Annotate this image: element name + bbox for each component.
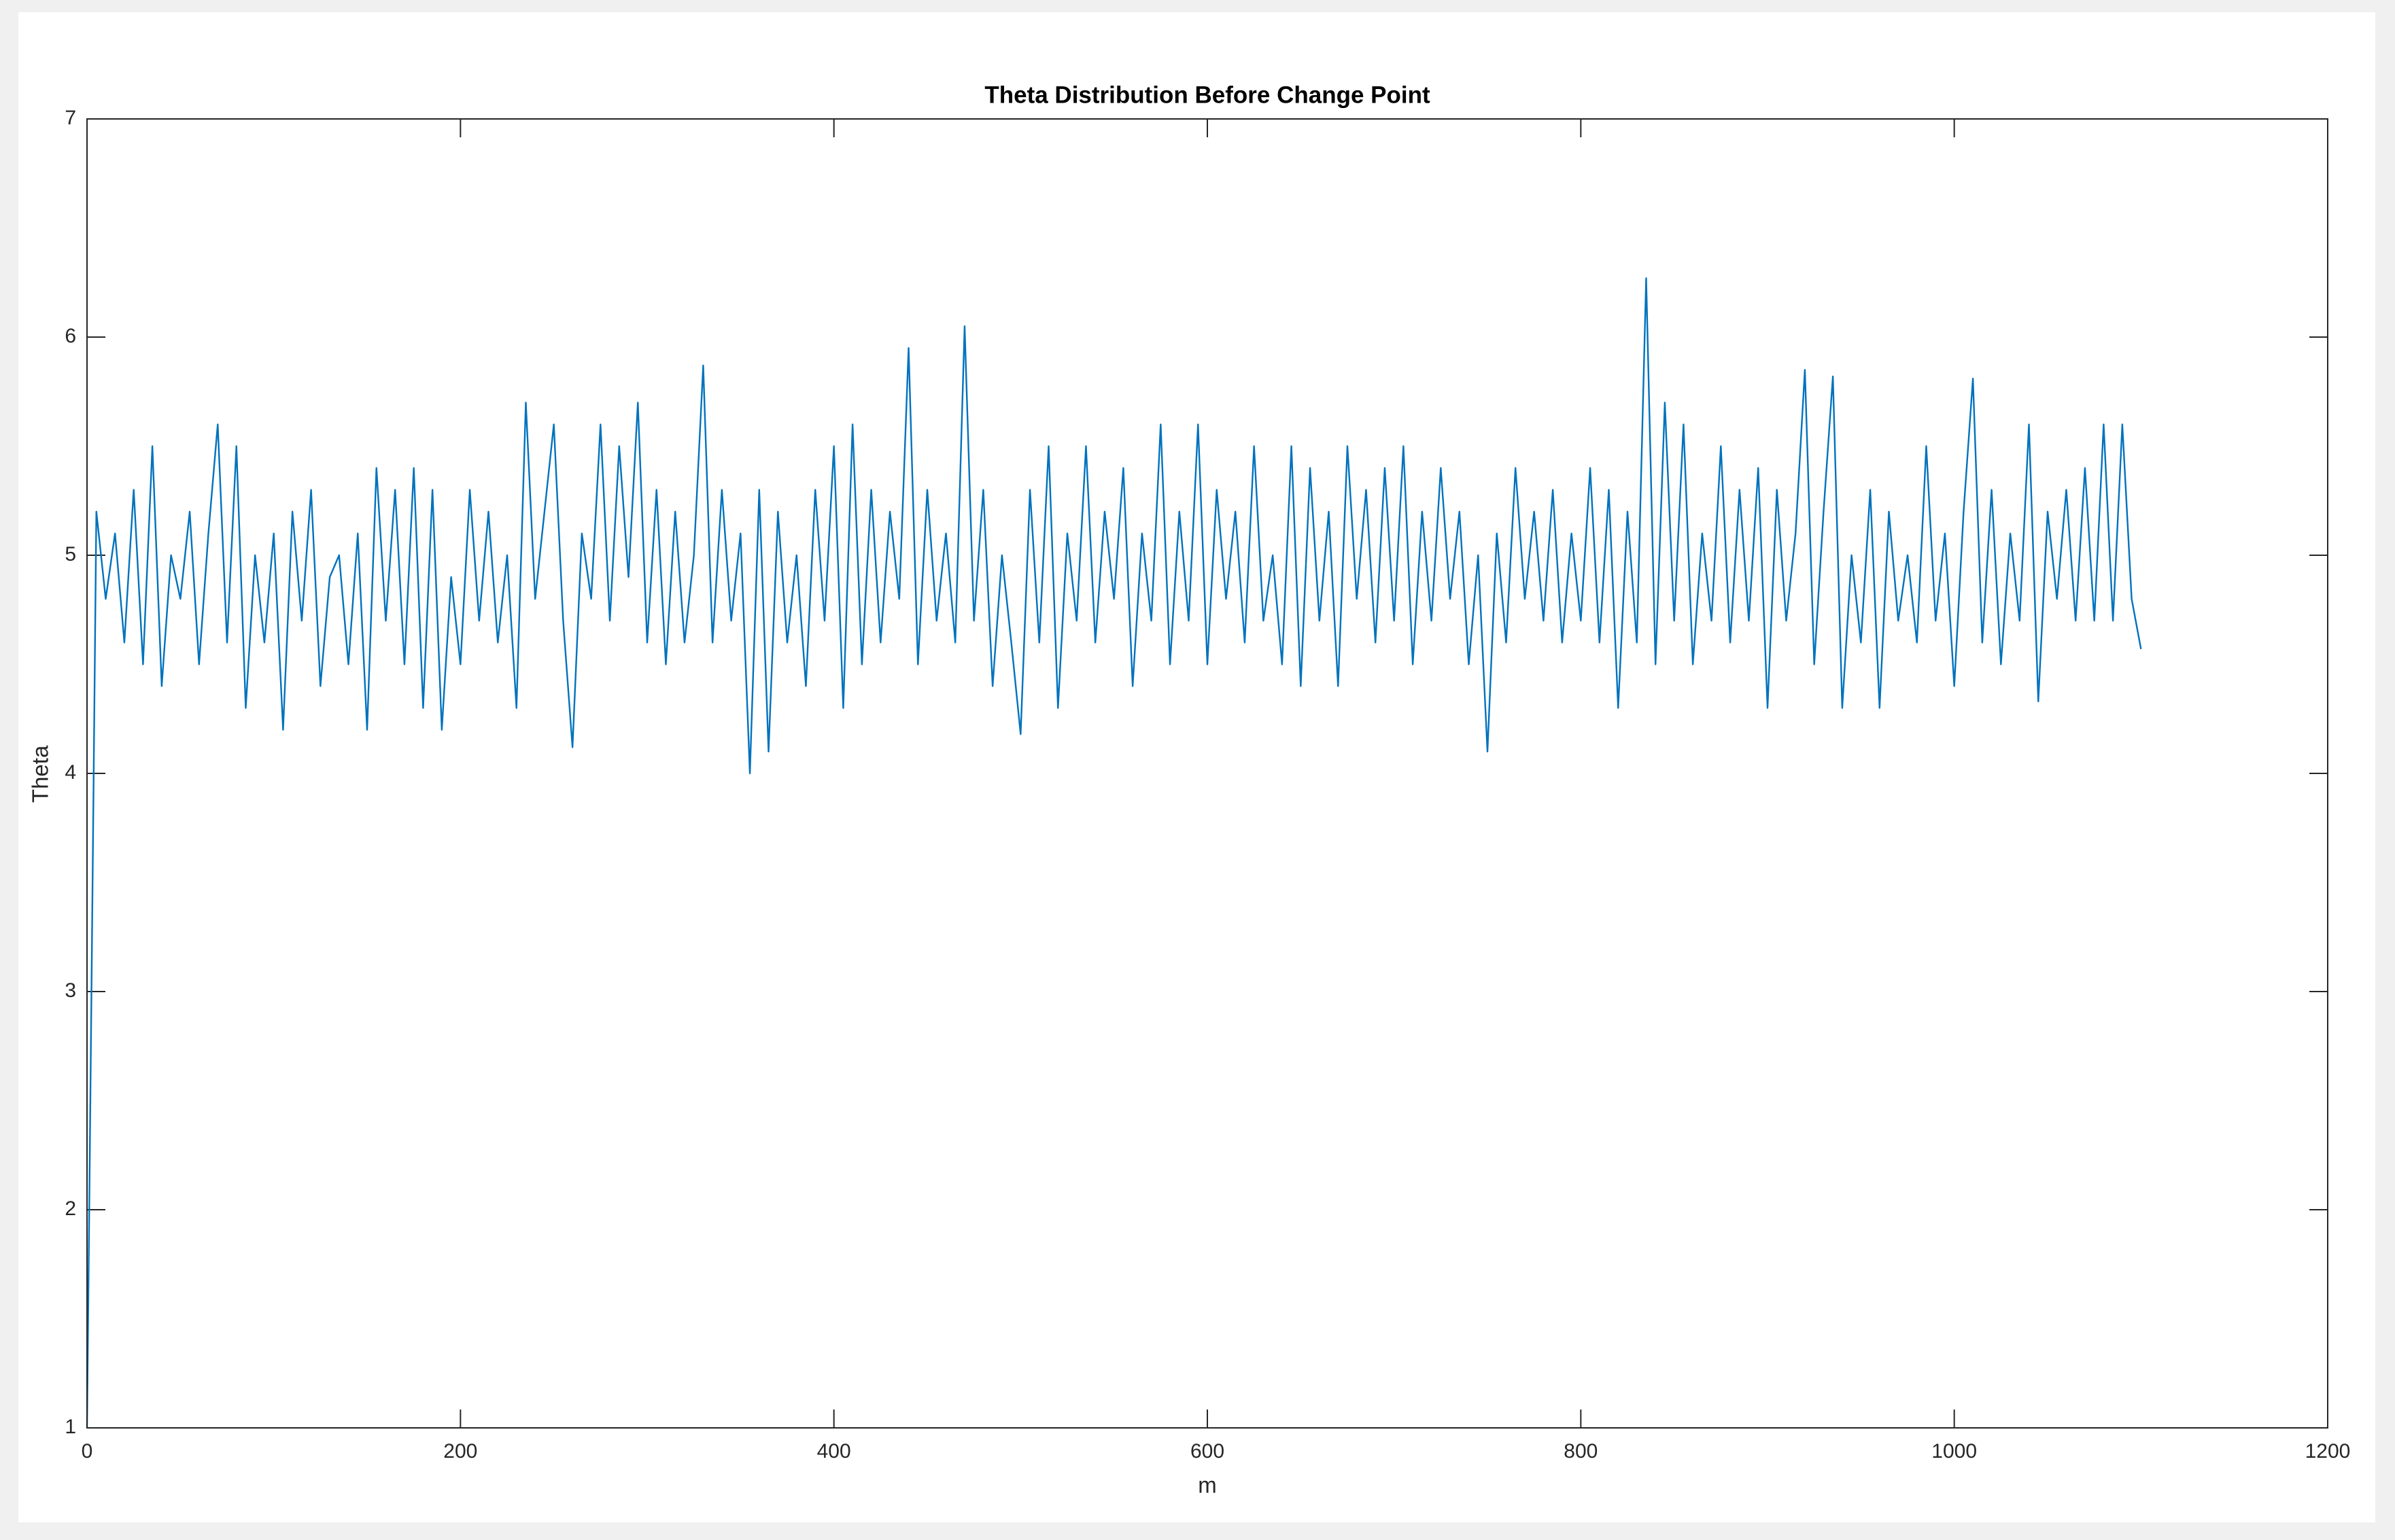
y-tick-label: 2 [65,1197,76,1220]
x-tick-label: 0 [82,1440,93,1463]
y-tick-label: 4 [65,761,76,784]
y-tick-label: 5 [65,543,76,565]
x-axis-label: m [1198,1473,1217,1498]
x-tick-label: 600 [1190,1440,1224,1463]
y-tick-label: 7 [65,107,76,129]
y-tick-label: 1 [65,1416,76,1438]
plot-area [87,119,2328,1428]
y-tick-label: 3 [65,979,76,1002]
y-tick-label: 6 [65,325,76,347]
x-tick-label: 1200 [2305,1440,2351,1463]
x-tick-label: 1000 [1931,1440,1977,1463]
data-line [86,277,2142,1429]
chart-title: Theta Distribution Before Change Point [984,82,1430,108]
axes-box [86,118,2328,1429]
y-axis-label: Theta [28,745,53,803]
x-tick-label: 800 [1564,1440,1598,1463]
x-tick-label: 400 [817,1440,851,1463]
x-tick-label: 200 [443,1440,477,1463]
